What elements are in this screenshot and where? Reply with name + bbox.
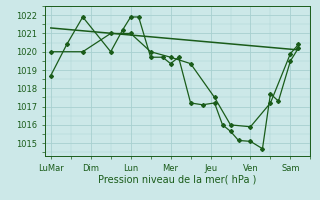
X-axis label: Pression niveau de la mer( hPa ): Pression niveau de la mer( hPa ): [99, 174, 257, 184]
